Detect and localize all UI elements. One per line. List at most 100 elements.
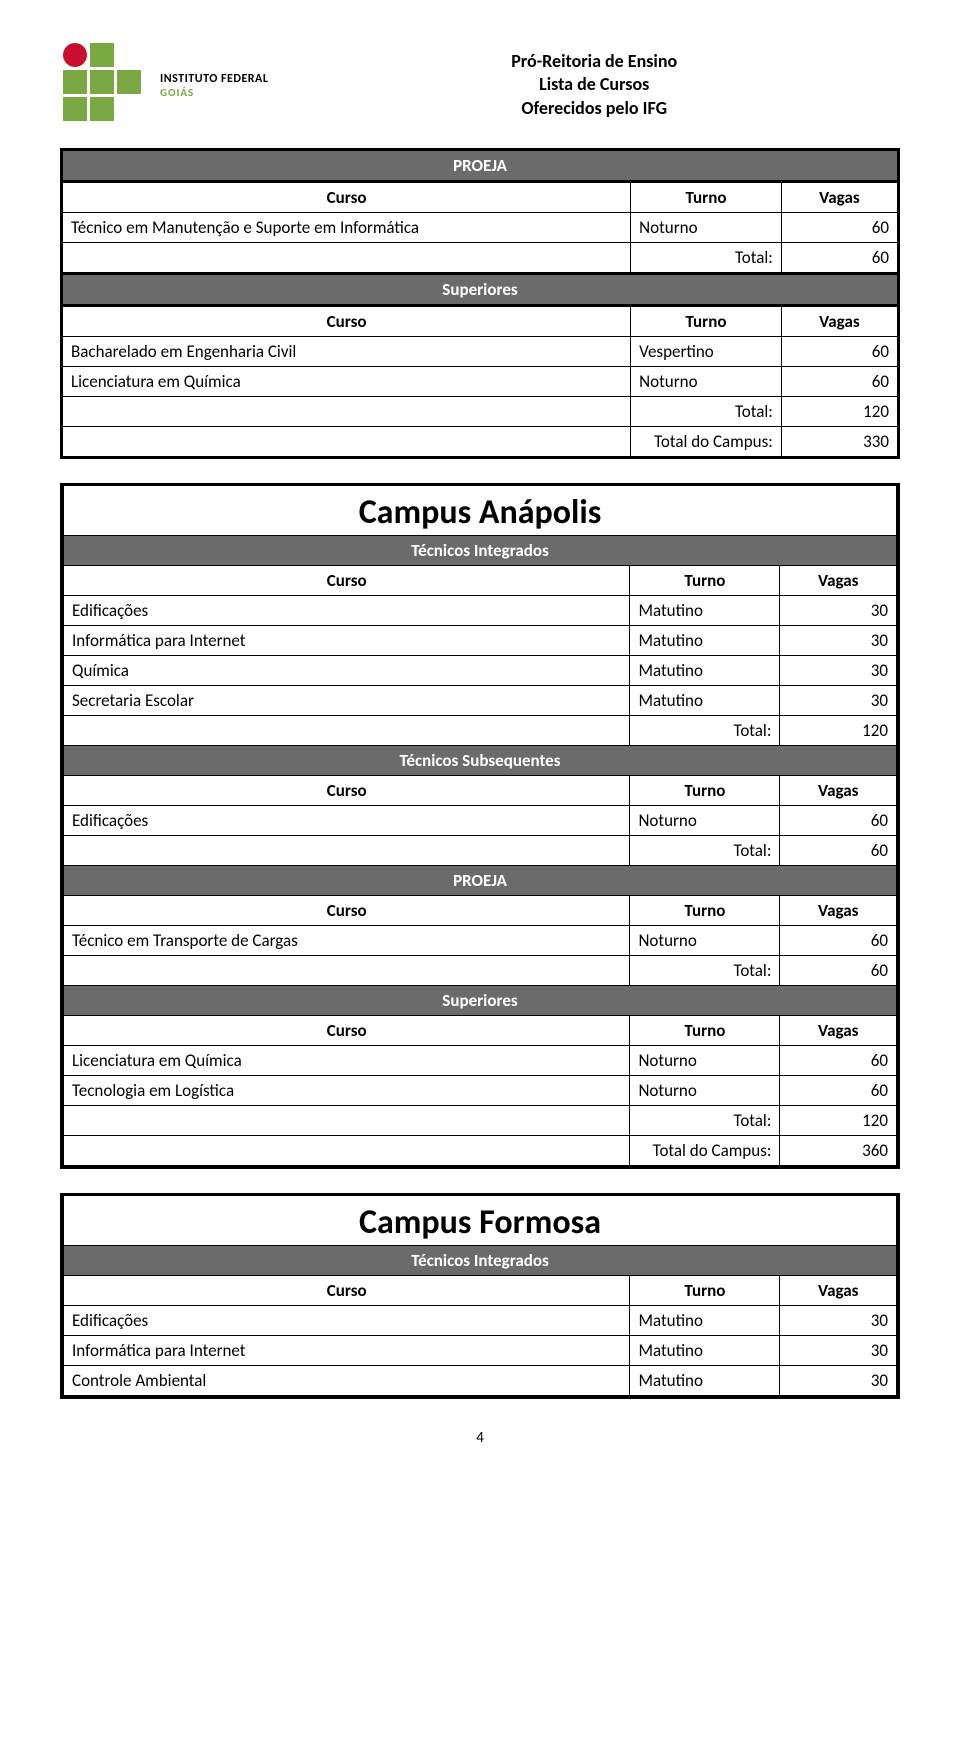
header-line-1: Pró-Reitoria de Ensino bbox=[288, 50, 900, 73]
campus-anapolis-title: Campus Anápolis bbox=[64, 486, 897, 536]
col-vagas: Vagas bbox=[780, 1016, 897, 1046]
table-row: Técnico em Transporte de CargasNoturno60 bbox=[64, 926, 897, 956]
campus-total-label: Total do Campus: bbox=[631, 427, 782, 458]
col-turno: Turno bbox=[630, 1016, 780, 1046]
table-row: Secretaria EscolarMatutino30 bbox=[64, 686, 897, 716]
col-vagas: Vagas bbox=[780, 1276, 897, 1306]
col-curso: Curso bbox=[64, 896, 630, 926]
cell-curso: Técnico em Manutenção e Suporte em Infor… bbox=[62, 213, 631, 243]
cell-turno: Noturno bbox=[630, 1076, 780, 1106]
cell-turno: Matutino bbox=[630, 626, 780, 656]
section-band: Técnicos Integrados bbox=[64, 1246, 897, 1276]
cell-vagas: 30 bbox=[780, 1366, 897, 1396]
total-label: Total: bbox=[630, 1106, 780, 1136]
header-titles: Pró-Reitoria de Ensino Lista de Cursos O… bbox=[288, 50, 900, 120]
cell-vagas: 30 bbox=[780, 686, 897, 716]
cell-vagas: 30 bbox=[780, 1336, 897, 1366]
header-line-3: Oferecidos pelo IFG bbox=[288, 97, 900, 120]
cell-turno: Matutino bbox=[630, 1336, 780, 1366]
cell-curso: Controle Ambiental bbox=[64, 1366, 630, 1396]
table-row: Controle AmbientalMatutino30 bbox=[64, 1366, 897, 1396]
header-line-2: Lista de Cursos bbox=[288, 73, 900, 96]
section-total-row: Total:60 bbox=[62, 243, 899, 274]
table-row: Licenciatura em QuímicaNoturno60 bbox=[62, 367, 899, 397]
column-header-row: CursoTurnoVagas bbox=[62, 306, 899, 337]
section-band: Superiores bbox=[64, 986, 897, 1016]
cell-vagas: 30 bbox=[780, 1306, 897, 1336]
col-curso: Curso bbox=[64, 1016, 630, 1046]
empty-cell bbox=[64, 956, 630, 986]
cell-vagas: 30 bbox=[780, 656, 897, 686]
col-turno: Turno bbox=[630, 1276, 780, 1306]
col-vagas: Vagas bbox=[780, 896, 897, 926]
section-total-row: Total:60 bbox=[64, 836, 897, 866]
table-row: QuímicaMatutino30 bbox=[64, 656, 897, 686]
cell-turno: Noturno bbox=[630, 806, 780, 836]
total-label: Total: bbox=[630, 836, 780, 866]
table-row: EdificaçõesMatutino30 bbox=[64, 596, 897, 626]
section-band: PROEJA bbox=[64, 866, 897, 896]
table-row: EdificaçõesNoturno60 bbox=[64, 806, 897, 836]
empty-cell bbox=[62, 427, 631, 458]
col-turno: Turno bbox=[631, 306, 782, 337]
total-value: 120 bbox=[780, 1106, 897, 1136]
table-row: Informática para InternetMatutino30 bbox=[64, 626, 897, 656]
logo-state: GOIÁS bbox=[160, 86, 268, 99]
total-label: Total: bbox=[631, 243, 782, 274]
campus-formosa-block: Campus Formosa Técnicos IntegradosCursoT… bbox=[60, 1193, 900, 1399]
section-band-label: Técnicos Integrados bbox=[64, 1246, 897, 1276]
total-value: 120 bbox=[781, 397, 898, 427]
section-total-row: Total:120 bbox=[64, 716, 897, 746]
total-value: 60 bbox=[780, 956, 897, 986]
empty-cell bbox=[64, 716, 630, 746]
cell-curso: Licenciatura em Química bbox=[62, 367, 631, 397]
col-curso: Curso bbox=[62, 182, 631, 213]
cell-vagas: 60 bbox=[780, 926, 897, 956]
empty-cell bbox=[62, 397, 631, 427]
table-row: Técnico em Manutenção e Suporte em Infor… bbox=[62, 213, 899, 243]
cell-curso: Edificações bbox=[64, 806, 630, 836]
campus-total-row: Total do Campus:330 bbox=[62, 427, 899, 458]
section-total-row: Total:120 bbox=[64, 1106, 897, 1136]
section-band-label: Superiores bbox=[64, 986, 897, 1016]
col-turno: Turno bbox=[631, 182, 782, 213]
column-header-row: CursoTurnoVagas bbox=[64, 566, 897, 596]
cell-turno: Matutino bbox=[630, 686, 780, 716]
column-header-row: CursoTurnoVagas bbox=[64, 896, 897, 926]
col-turno: Turno bbox=[630, 776, 780, 806]
logo-block: INSTITUTO FEDERAL GOIÁS bbox=[60, 40, 268, 130]
cell-curso: Tecnologia em Logística bbox=[64, 1076, 630, 1106]
total-label: Total: bbox=[630, 956, 780, 986]
campus-total-label: Total do Campus: bbox=[630, 1136, 780, 1166]
table-row: Tecnologia em LogísticaNoturno60 bbox=[64, 1076, 897, 1106]
cell-turno: Matutino bbox=[630, 1366, 780, 1396]
page-number: 4 bbox=[60, 1429, 900, 1447]
cell-curso: Informática para Internet bbox=[64, 1336, 630, 1366]
campus-anapolis-block: Campus Anápolis Técnicos IntegradosCurso… bbox=[60, 483, 900, 1169]
campus-total-value: 330 bbox=[781, 427, 898, 458]
cell-turno: Matutino bbox=[630, 656, 780, 686]
campus-anapolis-table: Campus Anápolis Técnicos IntegradosCurso… bbox=[63, 486, 897, 1166]
section-band-label: Técnicos Subsequentes bbox=[64, 746, 897, 776]
cell-vagas: 30 bbox=[780, 626, 897, 656]
total-label: Total: bbox=[630, 716, 780, 746]
cell-vagas: 60 bbox=[780, 1076, 897, 1106]
section-band: Técnicos Subsequentes bbox=[64, 746, 897, 776]
empty-cell bbox=[64, 1106, 630, 1136]
cell-turno: Noturno bbox=[631, 367, 782, 397]
cell-vagas: 60 bbox=[780, 1046, 897, 1076]
cell-curso: Bacharelado em Engenharia Civil bbox=[62, 337, 631, 367]
cell-curso: Edificações bbox=[64, 596, 630, 626]
col-vagas: Vagas bbox=[781, 182, 898, 213]
section-band-label: PROEJA bbox=[64, 866, 897, 896]
logo-text-block: INSTITUTO FEDERAL GOIÁS bbox=[160, 72, 268, 99]
col-vagas: Vagas bbox=[780, 566, 897, 596]
table-row: Licenciatura em QuímicaNoturno60 bbox=[64, 1046, 897, 1076]
col-vagas: Vagas bbox=[781, 306, 898, 337]
table-row: Informática para InternetMatutino30 bbox=[64, 1336, 897, 1366]
cell-vagas: 30 bbox=[780, 596, 897, 626]
top-table: PROEJACursoTurnoVagasTécnico em Manutenç… bbox=[60, 148, 900, 459]
section-band: Técnicos Integrados bbox=[64, 536, 897, 566]
section-band-label: Superiores bbox=[62, 274, 899, 306]
cell-curso: Edificações bbox=[64, 1306, 630, 1336]
